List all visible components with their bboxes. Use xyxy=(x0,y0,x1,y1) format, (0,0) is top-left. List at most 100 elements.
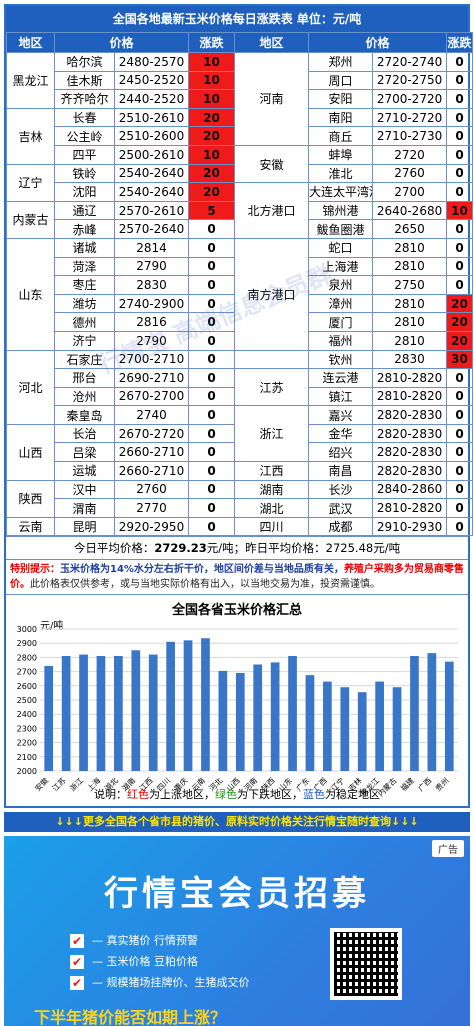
city-cell: 沧州 xyxy=(54,386,115,407)
price-cell: 2814 xyxy=(113,237,190,258)
change-cell: 0 xyxy=(446,498,474,518)
bar xyxy=(375,681,384,772)
city-cell: 淮北 xyxy=(308,163,374,184)
ad-headline: 下半年猪价能否如期上涨？ xyxy=(34,1008,227,1026)
qr-code-icon[interactable] xyxy=(330,928,402,1000)
legend-red: 红色 xyxy=(127,788,149,802)
table-row: 吕梁 2660-2710 0 绍兴 2820-2830 0 xyxy=(7,442,474,463)
price-table: 地区 价格 涨跌 地区 价格 涨跌 黑龙江 哈尔滨 2480-2570 10 河南 郑州 2… xyxy=(6,32,474,537)
region-cell: 吉林 xyxy=(6,107,55,165)
ad-feature: ✔ — 规模猪场挂牌价、生猪成交价 xyxy=(70,972,250,993)
change-cell: 0 xyxy=(446,144,474,165)
bar xyxy=(410,656,419,772)
bar xyxy=(44,666,54,772)
city-cell: 长沙 xyxy=(308,479,374,500)
legend-blue-text: 为稳定地区 xyxy=(325,788,380,802)
region-cell: 陕西 xyxy=(6,479,55,518)
price-cell: 2810 xyxy=(372,237,448,258)
subscribe-banner[interactable]: ↓↓↓更多全国各个省市县的猪价、原料实时价格关注行情宝随时查询↓↓↓ xyxy=(4,812,470,832)
city-cell: 镇江 xyxy=(308,386,374,407)
region-cell: 山西 xyxy=(6,423,55,481)
change-cell: 0 xyxy=(188,498,236,518)
change-cell: 0 xyxy=(446,256,474,277)
price-cell: 2700-2710 xyxy=(113,349,190,370)
y-tick-label: 2800 xyxy=(17,654,37,663)
region-cell: 安徽 xyxy=(234,144,310,184)
change-cell: 0 xyxy=(446,237,474,258)
price-cell: 2510-2600 xyxy=(113,126,190,146)
price-cell: 2816 xyxy=(113,312,190,332)
city-cell: 赤峰 xyxy=(54,219,115,239)
y-tick-label: 2000 xyxy=(17,767,37,776)
table-header-row: 地区 价格 涨跌 地区 价格 涨跌 xyxy=(6,32,474,53)
ad-banner[interactable]: 广告 行情宝会员招募 ✔ — 真实猪价 行情预警 ✔ — 玉米价格 豆粕价格 ✔ — … xyxy=(4,836,470,1026)
table-row: 菏泽 2790 0 上海港 2810 0 xyxy=(7,256,474,277)
city-cell: 蚌埠 xyxy=(308,144,374,165)
change-cell: 30 xyxy=(446,349,474,370)
city-cell: 铁岭 xyxy=(54,163,115,184)
city-cell: 济宁 xyxy=(54,330,115,351)
city-cell: 沈阳 xyxy=(54,182,115,202)
bar xyxy=(183,640,193,772)
region-cell: 河北 xyxy=(6,349,55,425)
change-cell: 0 xyxy=(446,182,474,202)
price-cell: 2790 xyxy=(113,256,190,277)
region-cell: 浙江 xyxy=(234,405,310,463)
table-row: 邢台 2690-2710 0 江苏 连云港 2810-2820 0 xyxy=(7,368,474,407)
bar xyxy=(166,642,175,772)
special-notice: 特别提示：玉米价格为14%水分左右折干价，地区间价差与当地品质有关，养殖户采购多… xyxy=(6,559,468,594)
price-cell: 2810 xyxy=(372,256,448,277)
change-cell: 0 xyxy=(188,386,236,407)
table-row: 沧州 2670-2700 0 镇江 2810-2820 0 xyxy=(7,386,474,407)
today-average: 2729.23 xyxy=(154,541,207,556)
city-cell: 长治 xyxy=(54,423,115,444)
region-cell xyxy=(234,349,310,370)
price-cell: 2810 xyxy=(372,330,448,351)
city-cell: 大连太平湾港 xyxy=(308,182,374,202)
col-region-right: 地区 xyxy=(234,32,310,53)
price-cell: 2660-2710 xyxy=(113,442,190,463)
change-cell: 5 xyxy=(188,200,236,221)
price-cell: 2810-2820 xyxy=(372,368,448,388)
bar xyxy=(114,656,123,772)
table-row: 秦皇岛 2740 0 浙江 嘉兴 2820-2830 0 xyxy=(7,405,474,463)
price-cell: 2830 xyxy=(372,349,448,370)
city-cell: 安阳 xyxy=(308,89,374,109)
price-cell: 2660-2710 xyxy=(113,461,190,481)
change-cell: 0 xyxy=(446,516,474,537)
change-cell: 0 xyxy=(188,237,236,258)
price-cell: 2710-2730 xyxy=(372,126,448,146)
change-cell: 0 xyxy=(446,423,474,444)
price-cell: 2570-2640 xyxy=(113,219,190,239)
change-cell: 0 xyxy=(446,52,474,72)
change-cell: 0 xyxy=(446,275,474,295)
change-cell: 0 xyxy=(446,163,474,184)
city-cell: 泉州 xyxy=(308,275,374,295)
price-cell: 2710-2720 xyxy=(372,107,448,128)
bar xyxy=(270,662,280,772)
city-cell: 四平 xyxy=(54,144,115,165)
price-cell: 2440-2520 xyxy=(113,89,190,109)
table-row: 山东 诸城 2814 0 南方港口 蛇口 2810 0 xyxy=(6,237,474,351)
price-cell: 2910-2930 xyxy=(372,516,448,537)
change-cell: 10 xyxy=(188,144,236,165)
price-cell: 2720-2740 xyxy=(372,52,448,72)
price-cell: 2510-2610 xyxy=(113,107,190,128)
city-cell: 厦门 xyxy=(308,312,374,332)
city-cell: 秦皇岛 xyxy=(54,405,115,425)
city-cell: 商丘 xyxy=(308,126,374,146)
city-cell: 诸城 xyxy=(54,237,115,258)
table-row: 赤峰 2570-2640 0 鲅鱼圈港 2650 0 xyxy=(7,219,474,239)
change-cell: 0 xyxy=(188,423,236,444)
table-row: 河北 石家庄 2700-2710 0 钦州 2830 30 xyxy=(6,349,474,425)
table-row: 四平 2500-2610 10 安徽 蚌埠 2720 0 xyxy=(7,144,474,184)
notice-red: 养殖户采购多为贸易商零售价。 xyxy=(10,564,464,591)
change-cell: 20 xyxy=(188,163,236,184)
price-cell: 2740-2900 xyxy=(113,293,190,314)
price-cell: 2820-2830 xyxy=(372,405,448,425)
y-tick-label: 2100 xyxy=(17,753,37,762)
price-cell: 2760 xyxy=(113,479,190,500)
table-row: 济宁 2790 0 福州 2810 20 xyxy=(7,330,474,351)
legend-blue: 蓝色 xyxy=(303,788,325,802)
price-cell: 2480-2570 xyxy=(113,52,190,72)
